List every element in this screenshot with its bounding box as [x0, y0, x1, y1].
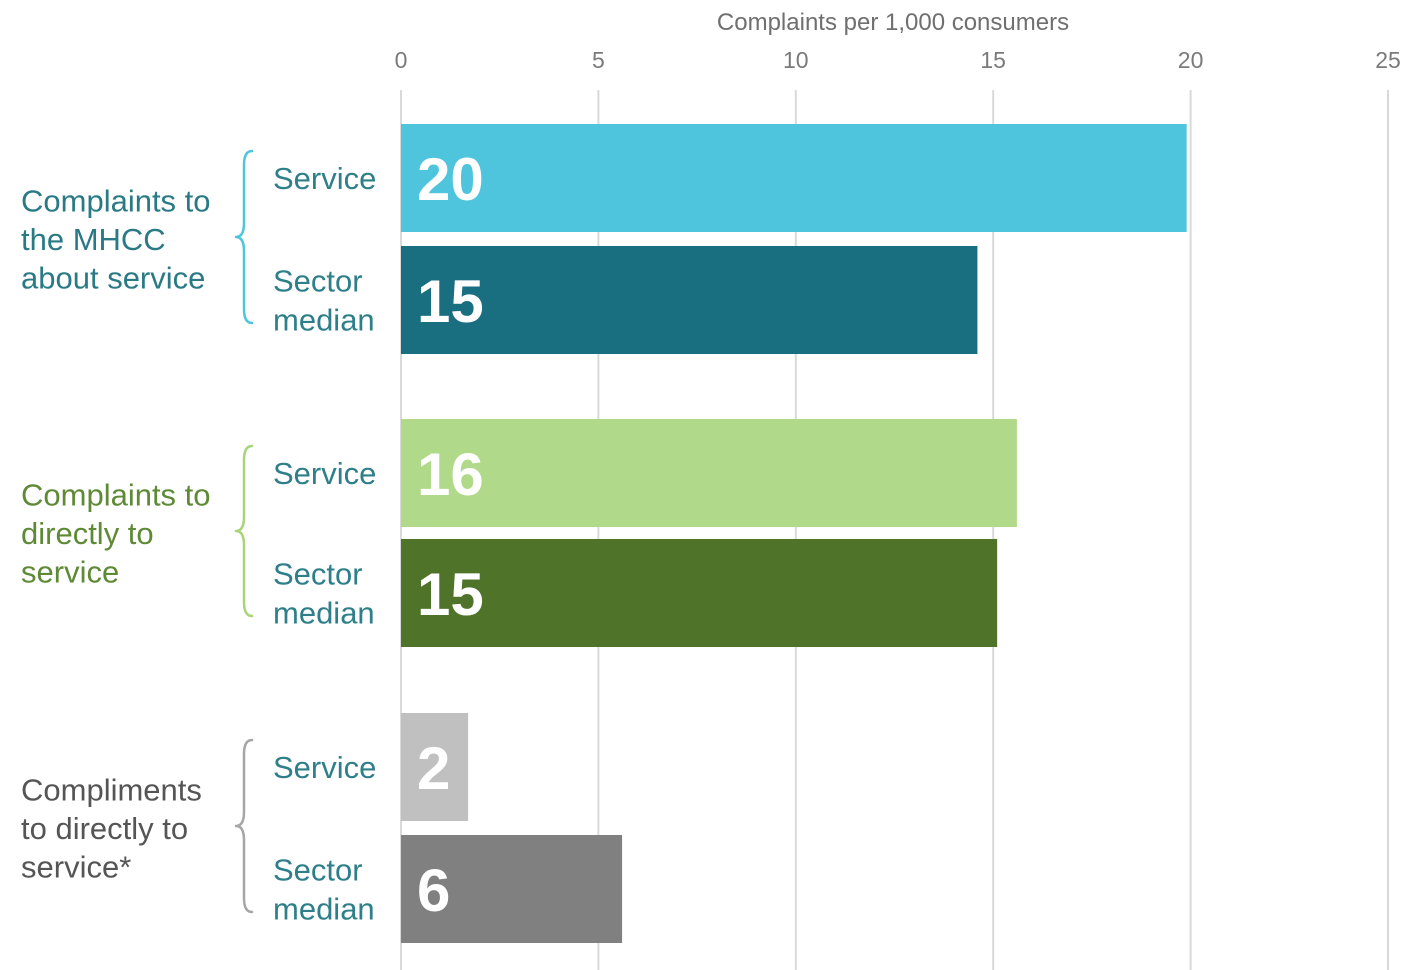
bar-value-label: 20	[417, 146, 484, 213]
bar-value-label: 16	[417, 441, 484, 508]
gridlines	[400, 90, 1389, 970]
group-label-line: Complaints to	[21, 478, 211, 513]
group-label-line: service	[21, 555, 119, 590]
bar	[401, 835, 623, 943]
group-label-line: to directly to	[21, 811, 188, 846]
group-label: Complaints to the MHCC about service	[21, 184, 211, 296]
bar-groups: Complaints to the MHCC about serviceServic…	[21, 124, 1187, 943]
category-label-line: median	[273, 892, 375, 927]
bar-value-label: 15	[417, 268, 484, 335]
x-tick-label: 0	[395, 47, 408, 73]
group-label-line: about service	[21, 261, 205, 296]
category-label-line: Service	[273, 161, 376, 196]
category-label-line: median	[273, 596, 375, 631]
bar-value-label: 6	[417, 857, 450, 924]
group-brace	[234, 444, 254, 618]
category-label: Sector median	[273, 557, 375, 631]
group-label-line: directly to	[21, 516, 154, 551]
bar	[401, 246, 978, 354]
bar	[401, 713, 469, 821]
x-axis-title: Complaints per 1,000 consumers	[717, 9, 1069, 36]
category-label-line: Service	[273, 750, 376, 785]
group-label: Complaints to directly to service	[21, 478, 211, 590]
category-label-line: Sector	[273, 264, 363, 299]
group-label-line: service*	[21, 850, 131, 885]
category-label: Service	[273, 456, 376, 491]
group-label-line: Compliments	[21, 773, 202, 808]
category-label: Sector median	[273, 853, 375, 927]
bar	[401, 124, 1187, 232]
category-label-line: Service	[273, 456, 376, 491]
category-label-line: Sector	[273, 853, 363, 888]
bar	[401, 539, 998, 647]
category-label-line: median	[273, 303, 375, 338]
x-axis-ticks: 0 5 10 15 20 25	[395, 47, 1401, 73]
x-tick-label: 25	[1375, 47, 1401, 73]
x-tick-label: 15	[980, 47, 1006, 73]
category-label: Service	[273, 750, 376, 785]
bar-value-label: 15	[417, 561, 484, 628]
bar	[401, 419, 1017, 527]
bar-group: Complaints to the MHCC about service Servic…	[21, 124, 1187, 354]
group-brace	[234, 738, 254, 914]
category-label-line: Sector	[273, 557, 363, 592]
group-label-line: the MHCC	[21, 222, 166, 257]
x-tick-label: 10	[783, 47, 809, 73]
group-label-line: Complaints to	[21, 184, 211, 219]
category-label: Sector median	[273, 264, 375, 338]
group-label: Compliments to directly to service*	[21, 773, 202, 885]
bar-group: Complaints to directly to service Service 16…	[21, 419, 1017, 647]
category-label: Service	[273, 161, 376, 196]
bar-value-label: 2	[417, 735, 450, 802]
x-tick-label: 5	[592, 47, 605, 73]
group-brace	[234, 149, 254, 325]
x-tick-label: 20	[1178, 47, 1204, 73]
bar-group: Compliments to directly to service* Service…	[21, 713, 623, 943]
